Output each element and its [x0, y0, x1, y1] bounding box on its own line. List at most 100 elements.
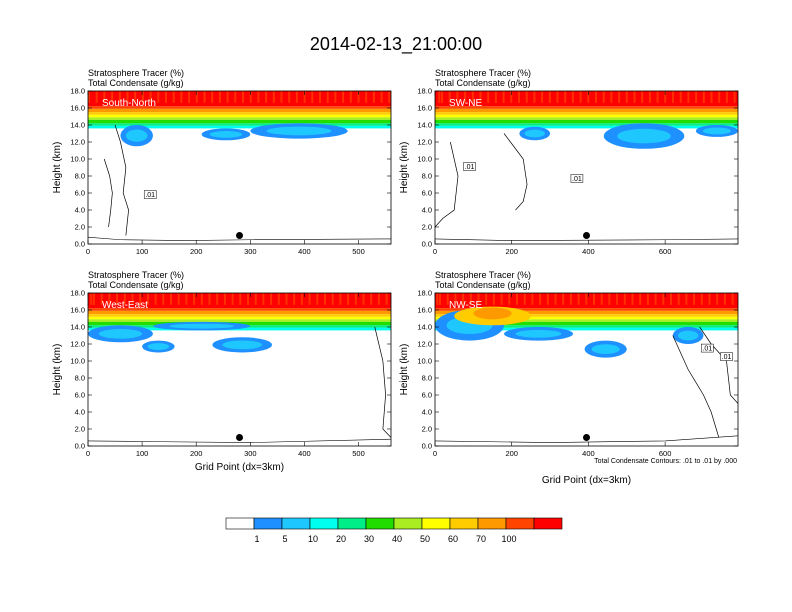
- tracer-streak: [600, 293, 603, 305]
- x-tick-label: 200: [190, 449, 203, 458]
- tracer-streak: [710, 91, 713, 103]
- tracer-streak: [446, 293, 449, 305]
- colorbar-label: 5: [282, 534, 287, 544]
- plot-area: .01 .01: [435, 293, 738, 446]
- tracer-streak: [165, 91, 167, 103]
- tracer-streak: [641, 91, 644, 103]
- y-tick-label: 14.0: [417, 121, 432, 130]
- tracer-streak: [257, 91, 260, 103]
- tracer-band: [435, 327, 738, 331]
- x-tick-label: 600: [659, 449, 672, 458]
- y-tick-label: 16.0: [417, 104, 432, 113]
- tracer-streak: [180, 91, 183, 103]
- tracer-streak: [464, 91, 467, 103]
- tracer-streak: [146, 293, 149, 305]
- tracer-streak: [231, 293, 234, 305]
- tracer-streak: [185, 293, 188, 305]
- tracer-streak: [149, 91, 152, 103]
- tracer-streak: [541, 91, 544, 103]
- colorbar-label: 20: [336, 534, 346, 544]
- tracer-streak: [195, 91, 198, 103]
- condensate-contours: [435, 326, 738, 443]
- tracer-streak: [123, 293, 126, 305]
- panel-title-condensate: Total Condensate (g/kg): [88, 78, 184, 88]
- y-tick-label: 18.0: [417, 87, 432, 96]
- tracer-streak: [546, 293, 549, 305]
- x-tick-label: 0: [86, 247, 90, 256]
- plot-frame: [434, 90, 739, 245]
- y-tick-label: 12.0: [417, 138, 432, 147]
- tracer-band: [88, 123, 391, 126]
- tracer-streak: [216, 293, 219, 305]
- tracer-streak: [354, 293, 357, 305]
- tracer-streak: [193, 293, 196, 305]
- plot-area: .01: [88, 91, 391, 244]
- tracer-streak: [342, 91, 345, 103]
- tracer-streak: [262, 293, 265, 305]
- tracer-streak: [654, 293, 657, 305]
- tracer-streak: [631, 293, 634, 305]
- tracer-streak: [571, 91, 574, 103]
- tracer-streak: [516, 293, 518, 305]
- colorbar-swatch: [253, 517, 283, 530]
- y-tick-label: 14.0: [417, 323, 432, 332]
- tracer-streak: [510, 91, 513, 103]
- tracer-streak: [295, 91, 298, 103]
- tracer-streak: [670, 293, 672, 305]
- tracer-streak: [492, 293, 495, 305]
- tracer-streak: [316, 293, 319, 305]
- y-tick-label: 2.0: [422, 425, 432, 434]
- tracer-streak: [508, 293, 511, 305]
- panel-west-east: West-East Stratosphere Tracer (%)Total Co…: [52, 270, 392, 473]
- tracer-streak: [702, 91, 705, 103]
- y-tick-label: 10.0: [417, 357, 432, 366]
- y-tick-label: 16.0: [70, 104, 85, 113]
- tracer-streak: [531, 293, 534, 305]
- tracer-streak: [438, 91, 441, 103]
- x-axis-label: Grid Point (dx=3km): [195, 462, 284, 473]
- tracer-band: [435, 106, 738, 109]
- cloud-core: [515, 329, 562, 338]
- tracer-streak: [170, 293, 172, 305]
- cloud-core: [617, 128, 671, 144]
- tracer-streak: [708, 293, 711, 305]
- location-marker: [583, 434, 590, 441]
- x-tick-label: 200: [505, 247, 518, 256]
- colorbar-label: 10: [308, 534, 318, 544]
- figure-title: 2014-02-13_21:00:00: [310, 34, 482, 55]
- tracer-streak: [177, 293, 180, 305]
- colorbar-swatch: [309, 517, 339, 530]
- y-tick-label: 18.0: [70, 289, 85, 298]
- tracer-streak: [436, 293, 439, 305]
- tracer-band: [435, 310, 738, 315]
- y-tick-label: 0.0: [422, 240, 432, 249]
- tracer-streak: [548, 91, 551, 103]
- tracer-streak: [585, 293, 588, 305]
- tracer-streak: [247, 293, 249, 305]
- tracer-band: [88, 119, 391, 124]
- tracer-streak: [285, 293, 288, 305]
- x-tick-label: 300: [244, 449, 257, 458]
- tracer-streak: [303, 91, 306, 103]
- x-tick-label: 300: [244, 247, 257, 256]
- tracer-streak: [477, 293, 480, 305]
- tracer-streak: [380, 91, 383, 103]
- location-marker: [583, 232, 590, 239]
- tracer-streak: [365, 91, 368, 103]
- cloud-core: [125, 129, 148, 142]
- tracer-band: [88, 327, 391, 331]
- panel-title-tracer: Stratosphere Tracer (%): [88, 68, 184, 78]
- tracer-streak: [579, 91, 582, 103]
- contour-label-box: [701, 343, 714, 353]
- tracer-streak: [700, 293, 703, 305]
- tracer-streak: [718, 91, 721, 103]
- tracer-streak: [656, 91, 659, 103]
- tracer-streak: [616, 293, 619, 305]
- tracer-streak: [471, 91, 474, 103]
- tracer-streak: [211, 91, 214, 103]
- tracer-streak: [277, 293, 280, 305]
- contour-label: .01: [465, 164, 475, 171]
- tracer-streak: [308, 293, 311, 305]
- tracer-streak: [154, 293, 157, 305]
